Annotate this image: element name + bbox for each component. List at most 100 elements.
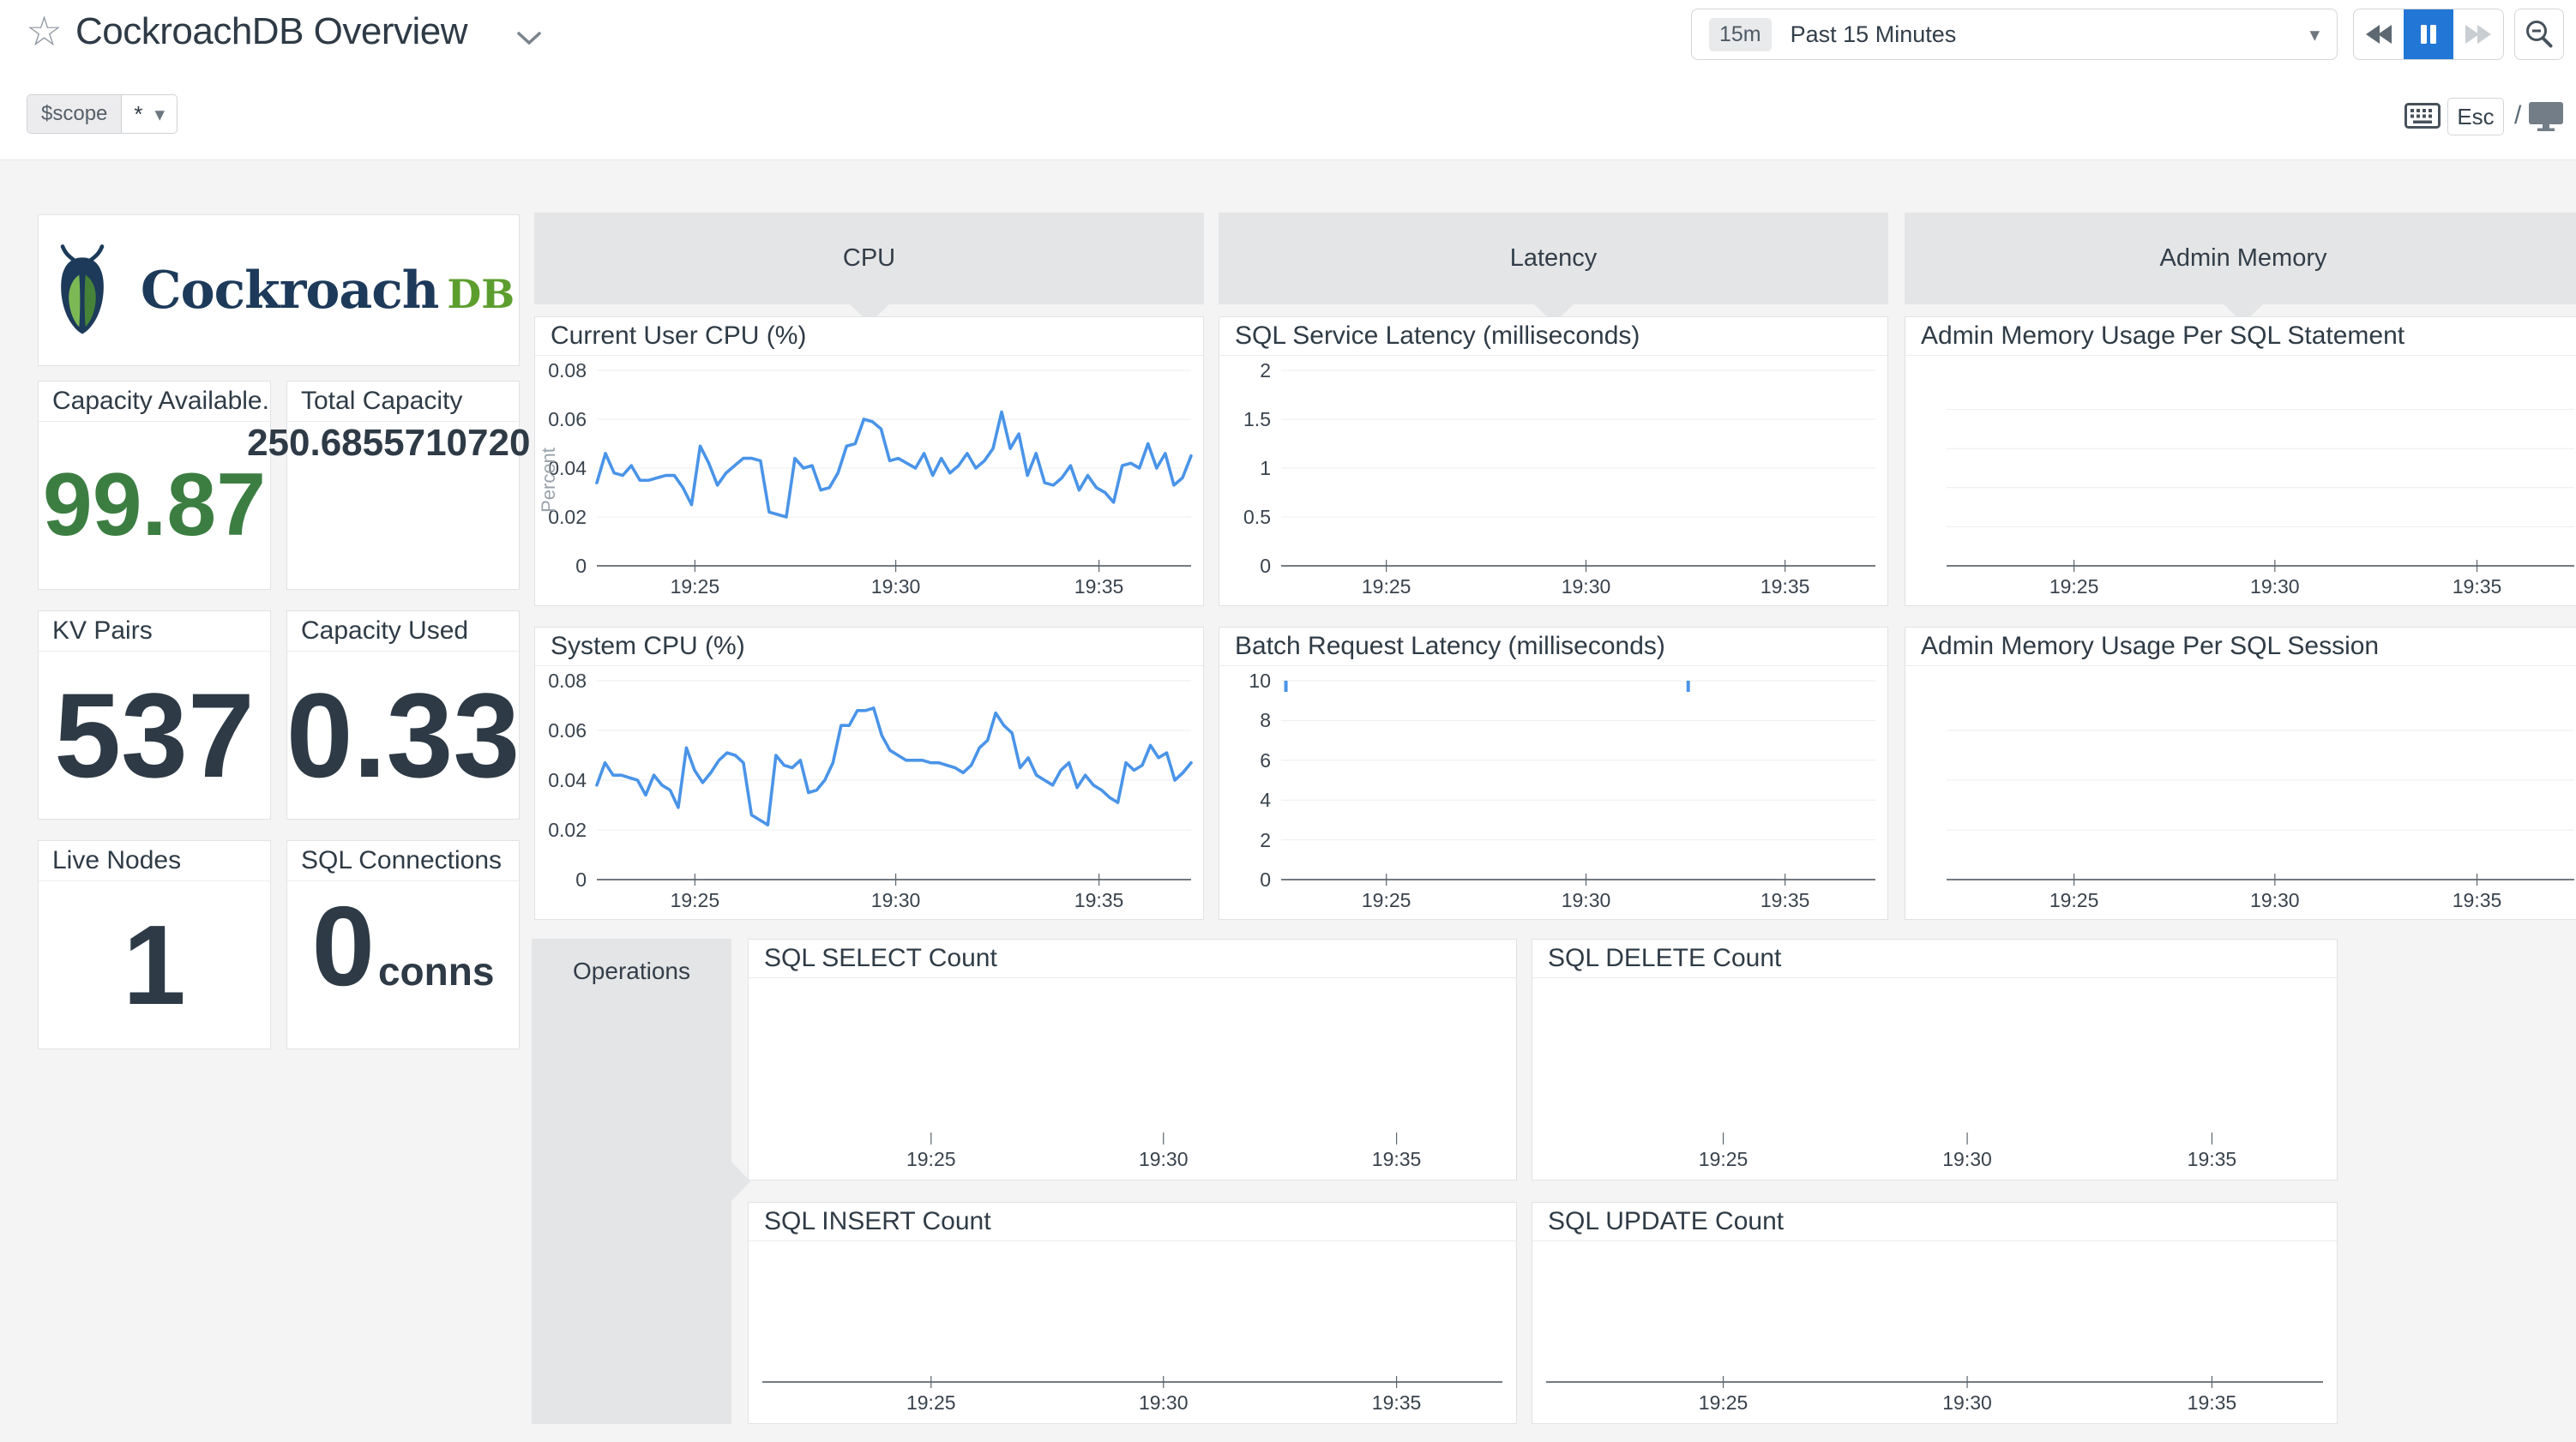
chart-title: Admin Memory Usage Per SQL Statement — [1905, 317, 2576, 356]
section-pointer — [731, 1161, 750, 1202]
x-axis-tick-label: 19:35 — [1760, 575, 1810, 598]
x-axis-tick-label: 19:25 — [1698, 1148, 1748, 1170]
slash-separator: / — [2514, 101, 2522, 129]
time-forward-button[interactable] — [2453, 9, 2503, 59]
stat-title: Capacity Used — [287, 611, 519, 652]
stat-tile-capacity-available[interactable]: Capacity Available... 99.87 — [38, 381, 271, 590]
page-title: CockroachDB Overview — [75, 10, 468, 52]
x-axis-tick-label: 19:30 — [1942, 1148, 1992, 1170]
stat-value: 1 — [123, 902, 186, 1028]
x-axis-tick-label: 19:30 — [1138, 1148, 1189, 1170]
cockroachdb-logo: Cockroach DB — [39, 215, 519, 365]
stat-title: Live Nodes — [39, 841, 270, 881]
y-axis-tick-label: 0.02 — [548, 819, 587, 841]
chart-tile-current-user-cpu: Current User CPU (%) 0 0.02 0.04 0.06 0.08 19… — [534, 316, 1204, 606]
x-axis-tick-label: 19:25 — [906, 1148, 956, 1170]
chart-plot-area[interactable]: 19:25 19:30 19:35 — [1532, 1241, 2337, 1423]
x-axis-tick-label: 19:35 — [1074, 889, 1124, 911]
stat-tile-total-capacity[interactable]: Total Capacity 250.6855710720 GB — [247, 381, 559, 590]
section-label: Latency — [1509, 244, 1598, 272]
chart-plot-area[interactable]: 19:25 19:30 19:35 — [1532, 977, 2337, 1180]
y-axis-tick-label: 0.04 — [548, 457, 587, 479]
x-axis-tick-label: 19:30 — [1561, 575, 1611, 598]
esc-key-button[interactable]: Esc — [2447, 98, 2504, 135]
y-axis-tick-label: 0.08 — [548, 359, 587, 382]
zoom-out-button[interactable] — [2514, 9, 2564, 60]
stat-title: Total Capacity — [287, 382, 519, 422]
time-range-label: Past 15 Minutes — [1790, 21, 1957, 47]
caret-down-icon: ▾ — [2309, 22, 2320, 45]
pause-icon — [2421, 25, 2436, 44]
x-axis-tick-label: 19:25 — [1361, 889, 1411, 911]
x-axis-tick-label: 19:35 — [2452, 575, 2502, 598]
stat-title: KV Pairs — [39, 611, 270, 652]
x-axis-tick-label: 19:35 — [1371, 1391, 1422, 1414]
x-axis-tick-label: 19:30 — [1561, 889, 1611, 911]
section-label: Admin Memory — [2159, 244, 2327, 272]
chart-tile-sql-insert-count: SQL INSERT Count 19:25 19:30 19:35 — [748, 1202, 1517, 1424]
stat-tile-sql-connections[interactable]: SQL Connections 0 conns — [286, 840, 520, 1049]
y-axis-tick-label: 0.02 — [548, 506, 587, 528]
scope-variable-label: $scope — [27, 95, 123, 133]
time-range-selector[interactable]: 15m Past 15 Minutes ▾ — [1691, 9, 2338, 60]
y-axis-tick-label: 2 — [1260, 359, 1271, 382]
chart-plot-area[interactable]: 0 2 4 6 8 10 19:25 19:30 19:35 — [1219, 665, 1887, 919]
y-axis-tick-label: 0.04 — [548, 769, 587, 791]
chart-plot-area[interactable]: 19:25 19:30 19:35 — [749, 1241, 1516, 1423]
stat-number: 250.6855710720 — [247, 422, 531, 464]
chart-title: Batch Request Latency (milliseconds) — [1219, 628, 1887, 666]
section-header-operations[interactable]: Operations — [532, 939, 750, 1424]
y-axis-tick-label: 0 — [1260, 868, 1271, 891]
chart-plot-area[interactable]: 19:25 19:30 19:35 — [1905, 665, 2576, 919]
chart-tile-admin-memory-per-sql-session: Admin Memory Usage Per SQL Session 19:25… — [1905, 627, 2576, 920]
favorite-star-icon[interactable]: ☆ — [26, 9, 63, 55]
stat-tile-live-nodes[interactable]: Live Nodes 1 — [38, 840, 271, 1049]
chart-title: Current User CPU (%) — [535, 317, 1203, 356]
y-axis-tick-label: 1.5 — [1243, 408, 1271, 430]
logo-brand-text: Cockroach — [140, 260, 440, 321]
y-axis-tick-label: 10 — [1249, 670, 1271, 692]
scope-value-dropdown[interactable]: * ▾ — [122, 95, 177, 133]
x-axis-tick-label: 19:25 — [906, 1391, 956, 1414]
x-axis-tick-label: 19:25 — [1698, 1391, 1748, 1414]
section-header-admin-memory[interactable]: Admin Memory — [1905, 213, 2576, 323]
time-backward-button[interactable] — [2354, 9, 2404, 59]
stat-number: 0 — [311, 883, 375, 1009]
top-bar: ☆ CockroachDB Overview $scope * ▾ 15m Pa… — [0, 0, 2576, 159]
y-axis-tick-label: 0 — [575, 868, 587, 891]
chart-plot-area[interactable]: 0 0.5 1 1.5 2 19:25 19:30 19:35 — [1219, 355, 1887, 605]
stat-value: 250.6855710720 GB — [247, 422, 559, 589]
chart-tile-sql-delete-count: SQL DELETE Count 19:25 19:30 19:35 — [1532, 939, 2338, 1181]
pause-button[interactable] — [2404, 9, 2453, 59]
chevron-down-icon[interactable] — [516, 31, 542, 51]
x-axis-tick-label: 19:30 — [2250, 889, 2300, 911]
stat-tile-capacity-used[interactable]: Capacity Used 0.33 — [286, 610, 520, 820]
x-axis-tick-label: 19:35 — [2187, 1148, 2237, 1170]
chart-tile-sql-select-count: SQL SELECT Count 19:25 19:30 19:35 — [748, 939, 1517, 1181]
chart-title: SQL SELECT Count — [749, 940, 1516, 978]
fullscreen-monitor-icon[interactable] — [2528, 101, 2564, 136]
section-header-cpu[interactable]: CPU — [534, 213, 1204, 323]
x-axis-tick-label: 19:35 — [1074, 575, 1124, 598]
y-axis-tick-label: 0.08 — [548, 670, 587, 692]
x-axis-tick-label: 19:30 — [870, 889, 921, 911]
section-header-latency[interactable]: Latency — [1219, 213, 1888, 323]
chart-tile-system-cpu: System CPU (%) 0 0.02 0.04 0.06 0.08 19:25 19:… — [534, 627, 1204, 920]
x-axis-tick-label: 19:35 — [2452, 889, 2502, 911]
stat-value: 537 — [54, 667, 255, 802]
y-axis-tick-label: 0.06 — [548, 408, 587, 430]
x-axis-tick-label: 19:25 — [2049, 889, 2099, 911]
chart-plot-area[interactable]: 19:25 19:30 19:35 — [749, 977, 1516, 1180]
esc-label: Esc — [2457, 103, 2495, 129]
chart-plot-area[interactable]: 19:25 19:30 19:35 — [1905, 355, 2576, 605]
time-range-badge: 15m — [1709, 17, 1772, 51]
chart-plot-area[interactable]: 0 0.02 0.04 0.06 0.08 19:25 19:30 19:35 — [535, 665, 1203, 919]
chart-tile-admin-memory-per-sql-statement: Admin Memory Usage Per SQL Statement 19:… — [1905, 316, 2576, 606]
x-axis-tick-label: 19:30 — [870, 575, 921, 598]
stat-tile-kv-pairs[interactable]: KV Pairs 537 — [38, 610, 271, 820]
chart-plot-area[interactable]: 0 0.02 0.04 0.06 0.08 19:25 19:30 19:35 Percent — [535, 355, 1203, 605]
section-label: CPU — [842, 244, 896, 272]
caret-down-icon: ▾ — [154, 102, 166, 125]
x-axis-tick-label: 19:25 — [1361, 575, 1411, 598]
cockroachdb-logo-tile[interactable]: Cockroach DB — [38, 214, 520, 366]
